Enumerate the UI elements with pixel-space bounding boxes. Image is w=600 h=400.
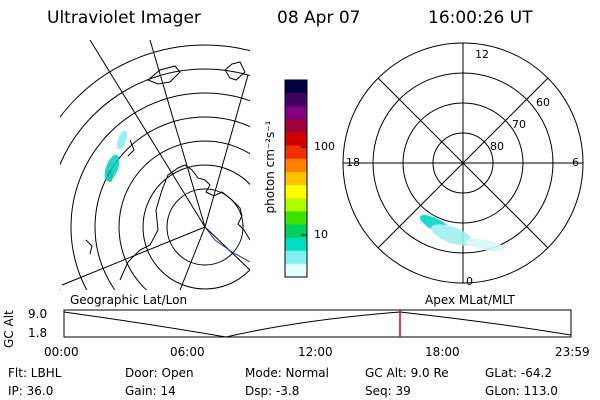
apex-projection-label: Apex MLat/MLT (425, 293, 515, 307)
colorbar-segment (285, 237, 307, 252)
timeline-xtick-0000: 00:00 (44, 345, 79, 359)
colorbar-segment (285, 211, 307, 225)
polar-label-0: 0 (466, 275, 473, 288)
status-door: Door: Open (125, 366, 194, 380)
map-aurora (104, 130, 128, 182)
status-glon: GLon: 113.0 (485, 384, 558, 398)
status-filter: Flt: LBHL (8, 366, 62, 380)
colorbar-segment (285, 132, 307, 147)
colorbar-segment (285, 185, 307, 199)
status-seq: Seq: 39 (365, 384, 411, 398)
status-glat: GLat: -64.2 (485, 366, 552, 380)
colorbar-segment (285, 106, 307, 120)
colorbar-segment (285, 250, 307, 265)
colorbar-segment (285, 93, 307, 107)
status-dsp: Dsp: -3.8 (245, 384, 300, 398)
timeline-xtick-2359: 23:59 (555, 345, 590, 359)
colorbar-tick-10: 10 (314, 228, 328, 241)
colorbar-segment (285, 158, 307, 173)
timeline-xtick-1800: 18:00 (425, 345, 460, 359)
colorbar-segment (285, 263, 307, 278)
status-gc-alt: GC Alt: 9.0 Re (365, 366, 449, 380)
polar-aurora (419, 215, 505, 252)
time-label: 16:00:26 UT (428, 8, 533, 28)
colorbar-segment (285, 80, 307, 94)
timeline-axis-label: GC Alt (2, 310, 16, 348)
polar-label-70: 70 (512, 118, 526, 131)
colorbar-tick-100: 100 (314, 140, 335, 153)
timeline-xtick-1200: 12:00 (298, 345, 333, 359)
polar-label-80: 80 (490, 140, 504, 153)
status-gain: Gain: 14 (125, 384, 176, 398)
timeline-ytick-top: 9.0 (28, 307, 48, 321)
colorbar-segment (285, 198, 307, 212)
colorbar-segment (285, 145, 307, 160)
timeline-xtick-0600: 06:00 (170, 345, 205, 359)
status-ip: IP: 36.0 (8, 384, 54, 398)
map-projection-label: Geographic Lat/Lon (70, 293, 188, 307)
polar-label-12: 12 (475, 48, 489, 61)
colorbar-segment (285, 119, 307, 134)
timeline-ytick-bottom: 1.8 (28, 326, 48, 340)
polar-label-6: 6 (572, 156, 579, 169)
instrument-title: Ultraviolet Imager (47, 8, 201, 28)
polar-label-18: 18 (346, 156, 360, 169)
polar-label-60: 60 (536, 96, 550, 109)
date-label: 08 Apr 07 (277, 8, 361, 28)
status-mode: Mode: Normal (245, 366, 329, 380)
colorbar-segment (285, 171, 307, 186)
